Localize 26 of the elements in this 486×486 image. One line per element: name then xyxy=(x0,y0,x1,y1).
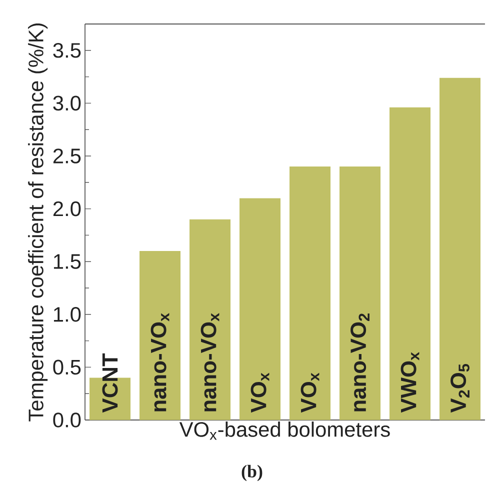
y-tick-label: 0.0 xyxy=(53,412,81,428)
bar xyxy=(439,78,480,420)
y-tick-label: 2.0 xyxy=(53,201,81,216)
x-tick-label: VCNT xyxy=(102,353,118,413)
x-tick-label: VWO$_{x}$ xyxy=(400,352,420,413)
bar xyxy=(289,166,330,420)
y-tick-label: 0.5 xyxy=(53,360,81,375)
x-axis-title: VO$_{x}$-based bolometers xyxy=(179,422,390,440)
bar xyxy=(339,166,380,420)
y-axis-title: Temperature coefficient of resistance (%/K) xyxy=(28,24,48,422)
y-tick-label: 1.5 xyxy=(54,254,81,269)
x-tick-label: nano-VO$_{x}$ xyxy=(200,313,220,412)
x-tick-label: VO$_{x}$ xyxy=(250,372,270,413)
x-tick-label: nano-VO$_{2}$ xyxy=(350,314,370,412)
y-tick-label: 3.5 xyxy=(53,42,81,58)
x-tick-label: V$_{2}$O$_{5}$ xyxy=(450,364,470,413)
bar xyxy=(190,219,230,420)
x-tick-label: VO$_{x}$ xyxy=(300,372,320,413)
y-tick-label: 2.5 xyxy=(53,148,81,164)
y-tick-label: 3.0 xyxy=(53,96,81,111)
text: (b) xyxy=(242,464,262,482)
bar xyxy=(389,107,430,420)
bar xyxy=(140,251,180,420)
bar xyxy=(239,198,280,420)
y-tick-label: 1.0 xyxy=(54,306,81,322)
x-tick-label: nano-VO$_{x}$ xyxy=(150,313,170,412)
